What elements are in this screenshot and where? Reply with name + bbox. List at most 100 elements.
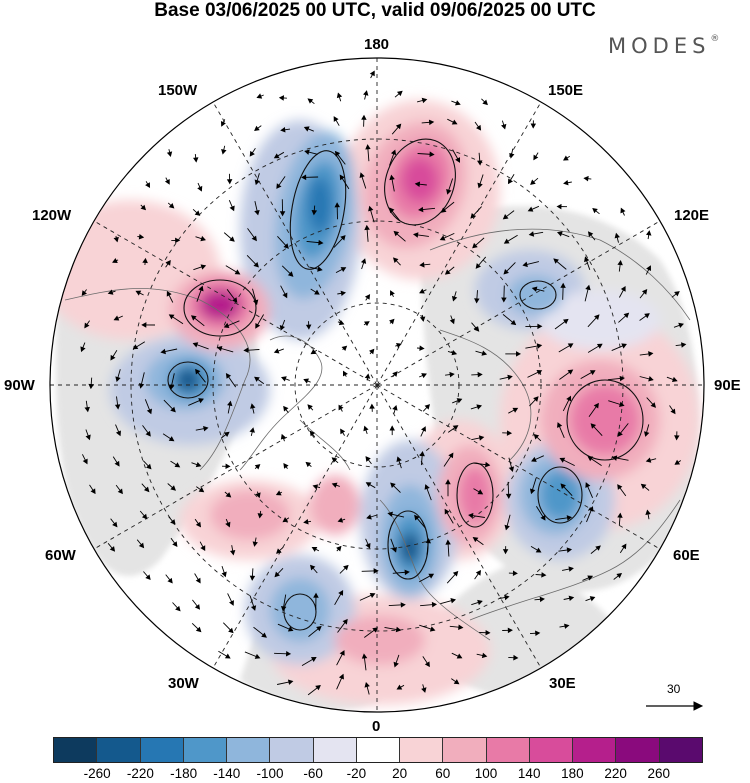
wind-vector-head: [307, 98, 314, 104]
wind-vector-head: [365, 482, 372, 488]
wind-vector-head: [312, 484, 319, 490]
wind-vector-head: [646, 265, 652, 272]
wind-vector-head: [616, 572, 623, 579]
wind-vector-head: [170, 485, 176, 491]
wind-vector-head: [307, 404, 313, 410]
wind-vector-head: [311, 210, 318, 216]
wind-vector-head: [225, 521, 231, 528]
wind-vector-head: [316, 625, 322, 632]
wind-vector-head: [458, 624, 464, 630]
wind-vector-head: [221, 149, 227, 155]
wind-vector-head: [419, 262, 425, 268]
wind-vector-head: [513, 654, 519, 661]
wind-vector-head: [280, 605, 287, 612]
wind-vector-head: [428, 573, 435, 579]
wind-vector-head: [568, 566, 574, 572]
wind-vector-head: [592, 207, 598, 214]
wind-vector-head: [368, 205, 374, 212]
wind-vector-head: [510, 319, 517, 326]
wind-vector-head: [141, 322, 147, 328]
wind-vector-head: [303, 378, 309, 384]
wind-vector-head: [448, 452, 454, 459]
wind-vector-head: [225, 492, 232, 498]
wind-vector-head: [421, 426, 426, 432]
lon-label-60w: 60W: [45, 547, 76, 564]
wind-vector-head: [192, 342, 199, 348]
wind-vector-head: [674, 459, 681, 465]
wind-vector-head: [617, 512, 623, 518]
wind-vector-head: [165, 259, 171, 266]
wind-vector-head: [282, 517, 289, 523]
wind-vector-head: [620, 207, 626, 214]
wind-vector-head: [143, 486, 150, 493]
wind-vector-head: [617, 431, 623, 437]
wind-vector-head: [671, 376, 678, 383]
wind-vector-head: [276, 548, 282, 554]
wind-vector-head: [84, 406, 90, 413]
wind-vector-head: [229, 236, 235, 242]
wind-vector-head: [283, 243, 289, 249]
wind-vector-head: [369, 348, 375, 355]
wind-vector-head: [563, 179, 569, 186]
wind-vector-head: [251, 235, 257, 242]
wind-vector-head: [303, 126, 310, 132]
wind-vector-head: [190, 315, 197, 321]
wind-vector-head: [389, 318, 395, 325]
wind-vector-head: [249, 150, 255, 157]
wind-vector-head: [512, 407, 519, 413]
wind-vector-head: [589, 596, 596, 602]
wind-vector-head: [336, 92, 343, 99]
wind-vector-head: [115, 430, 121, 437]
wind-vector-head: [254, 376, 260, 382]
wind-vector-head: [145, 574, 151, 580]
wind-vector-head: [340, 235, 346, 241]
wind-vector-head: [560, 483, 566, 489]
wind-vector-head: [254, 209, 260, 216]
colorbar-swatch: [97, 738, 141, 762]
wind-vector-head: [557, 422, 563, 428]
wind-vector-head: [644, 313, 650, 319]
wind-vector-head: [583, 175, 589, 182]
map-boundary: [49, 57, 705, 713]
wind-vector-head: [456, 653, 463, 659]
wind-vector-head: [477, 182, 483, 189]
wind-vector-head: [234, 269, 241, 275]
wind-vector-head: [451, 119, 458, 125]
wind-vector-head: [502, 214, 509, 220]
wind-vector-head: [336, 545, 342, 552]
wind-vector-head: [619, 375, 625, 382]
wind-vector-head: [223, 322, 230, 328]
wind-vector-head: [389, 290, 395, 296]
wind-vector-head: [531, 456, 537, 462]
wind-vector-head: [112, 258, 118, 264]
wind-vector-head: [516, 351, 522, 357]
wind-vector-head: [168, 384, 175, 391]
wind-vector-head: [593, 402, 599, 409]
colorbar-swatch: [443, 738, 487, 762]
wind-vector-head: [477, 371, 483, 378]
wind-vector-head: [372, 627, 379, 633]
wind-vector-head: [477, 160, 483, 166]
wind-vector-head: [470, 213, 476, 219]
wind-vector-head: [249, 427, 255, 433]
wind-vector-head: [395, 123, 402, 130]
wind-vector-head: [556, 203, 562, 210]
wind-vector-head: [113, 315, 120, 321]
colorbar-tick-label: -220: [126, 766, 154, 781]
wind-vector-head: [174, 462, 181, 468]
wind-vector-head: [164, 178, 170, 185]
wind-vector-head: [468, 512, 474, 519]
wind-vector-head: [396, 684, 403, 690]
wind-vector-head: [225, 463, 231, 470]
wind-vector-head: [305, 324, 312, 330]
wind-vector-head: [331, 482, 338, 488]
wind-vector-head: [503, 238, 510, 244]
wind-vector-head: [360, 258, 367, 264]
wind-vector-head: [472, 242, 478, 249]
wind-vector-head: [138, 383, 145, 389]
wind-vector-head: [361, 114, 367, 120]
colorbar-swatch: [54, 738, 98, 762]
wind-vector-head: [278, 95, 285, 101]
wind-vector-head: [475, 263, 481, 269]
wind-vector-head: [640, 483, 647, 490]
